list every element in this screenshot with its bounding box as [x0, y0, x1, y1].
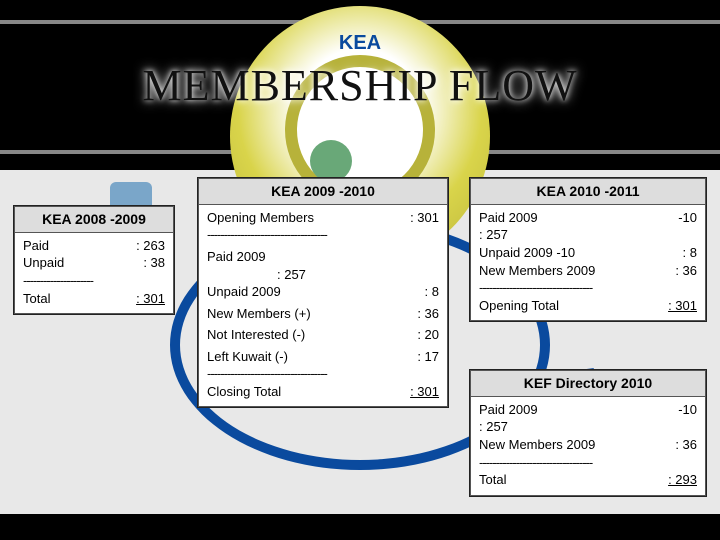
- label-notint-0910: Not Interested (-): [207, 326, 313, 344]
- row-total-dir: Total : 293: [479, 471, 697, 489]
- footer-black-band: [0, 514, 720, 540]
- row-paid-1011: Paid 2009 -10: [479, 209, 697, 227]
- label-total-0809: Total: [23, 290, 58, 308]
- value-opening-1011: : 301: [668, 297, 697, 315]
- row-new-dir: New Members 2009 : 36: [479, 436, 697, 454]
- card-header-0910: KEA 2009 -2010: [199, 179, 447, 205]
- row-paid-sub-0910: : 257: [207, 266, 439, 284]
- label-unpaid-1011: Unpaid 2009 -10: [479, 244, 583, 262]
- label-paid-0910: Paid 2009: [207, 248, 274, 266]
- value-opening-0910: : 301: [410, 209, 439, 227]
- label-opening-1011: Opening Total: [479, 297, 567, 315]
- label-unpaid-0809: Unpaid: [23, 254, 72, 272]
- row-opening-1011: Opening Total : 301: [479, 297, 697, 315]
- divider-0809: ---------------------: [23, 272, 165, 290]
- divider-0910-b: ------------------------------------: [207, 365, 439, 383]
- value-paid-sub-dir: : 257: [479, 418, 516, 436]
- row-unpaid-1011: Unpaid 2009 -10 : 8: [479, 244, 697, 262]
- label-paid-1011: Paid 2009: [479, 209, 546, 227]
- value-new-dir: : 36: [675, 436, 697, 454]
- row-paid-dir: Paid 2009 -10: [479, 401, 697, 419]
- value-notint-0910: : 20: [417, 326, 439, 344]
- bg-chip-center: [310, 140, 352, 182]
- card-kea-2009-2010: KEA 2009 -2010 Opening Members : 301 ---…: [198, 178, 448, 407]
- value-left-0910: : 17: [417, 348, 439, 366]
- row-paid-sub-1011: : 257: [479, 226, 697, 244]
- value-new-1011: : 36: [675, 262, 697, 280]
- row-new-1011: New Members 2009 : 36: [479, 262, 697, 280]
- value-paid-suffix-dir: -10: [678, 401, 697, 419]
- row-closing-0910: Closing Total : 301: [207, 383, 439, 401]
- value-total-dir: : 293: [668, 471, 697, 489]
- label-closing-0910: Closing Total: [207, 383, 289, 401]
- row-total-0809: Total : 301: [23, 290, 165, 308]
- value-paid-sub-0910: : 257: [207, 266, 314, 284]
- card-kef-directory-2010: KEF Directory 2010 Paid 2009 -10 : 257 N…: [470, 370, 706, 496]
- label-unpaid-0910: Unpaid 2009: [207, 283, 289, 301]
- row-notint-0910: Not Interested (-) : 20: [207, 326, 439, 344]
- divider-0910-a: ------------------------------------: [207, 226, 439, 244]
- label-total-dir: Total: [479, 471, 514, 489]
- slide-title: MEMBERSHIP FLOW: [0, 60, 720, 111]
- label-paid-0809: Paid: [23, 237, 57, 255]
- label-new-dir: New Members 2009: [479, 436, 603, 454]
- card-header-0809: KEA 2008 -2009: [15, 207, 173, 233]
- label-paid-dir: Paid 2009: [479, 401, 546, 419]
- divider-1011: ----------------------------------: [479, 279, 697, 297]
- row-paid-0910: Paid 2009: [207, 248, 439, 266]
- value-unpaid-1011: : 8: [683, 244, 697, 262]
- value-closing-0910: : 301: [410, 383, 439, 401]
- label-new-1011: New Members 2009: [479, 262, 603, 280]
- divider-dir: ----------------------------------: [479, 454, 697, 472]
- value-unpaid-0809: : 38: [143, 254, 165, 272]
- value-paid-0809: : 263: [136, 237, 165, 255]
- value-total-0809: : 301: [136, 290, 165, 308]
- row-new-0910: New Members (+) : 36: [207, 305, 439, 323]
- row-paid-sub-dir: : 257: [479, 418, 697, 436]
- card-header-dir: KEF Directory 2010: [471, 371, 705, 397]
- row-paid-0809: Paid : 263: [23, 237, 165, 255]
- value-unpaid-0910: : 8: [425, 283, 439, 301]
- value-new-0910: : 36: [417, 305, 439, 323]
- row-left-0910: Left Kuwait (-) : 17: [207, 348, 439, 366]
- kea-logo-text: KEA: [300, 32, 420, 55]
- row-unpaid-0809: Unpaid : 38: [23, 254, 165, 272]
- card-header-1011: KEA 2010 -2011: [471, 179, 705, 205]
- label-new-0910: New Members (+): [207, 305, 319, 323]
- value-paid-sub-1011: : 257: [479, 226, 516, 244]
- value-paid-suffix-1011: -10: [678, 209, 697, 227]
- row-opening-0910: Opening Members : 301: [207, 209, 439, 227]
- row-unpaid-0910: Unpaid 2009 : 8: [207, 283, 439, 301]
- card-kea-2010-2011: KEA 2010 -2011 Paid 2009 -10 : 257 Unpai…: [470, 178, 706, 321]
- label-left-0910: Left Kuwait (-): [207, 348, 296, 366]
- label-opening-0910: Opening Members: [207, 209, 322, 227]
- card-kea-2008-2009: KEA 2008 -2009 Paid : 263 Unpaid : 38 --…: [14, 206, 174, 314]
